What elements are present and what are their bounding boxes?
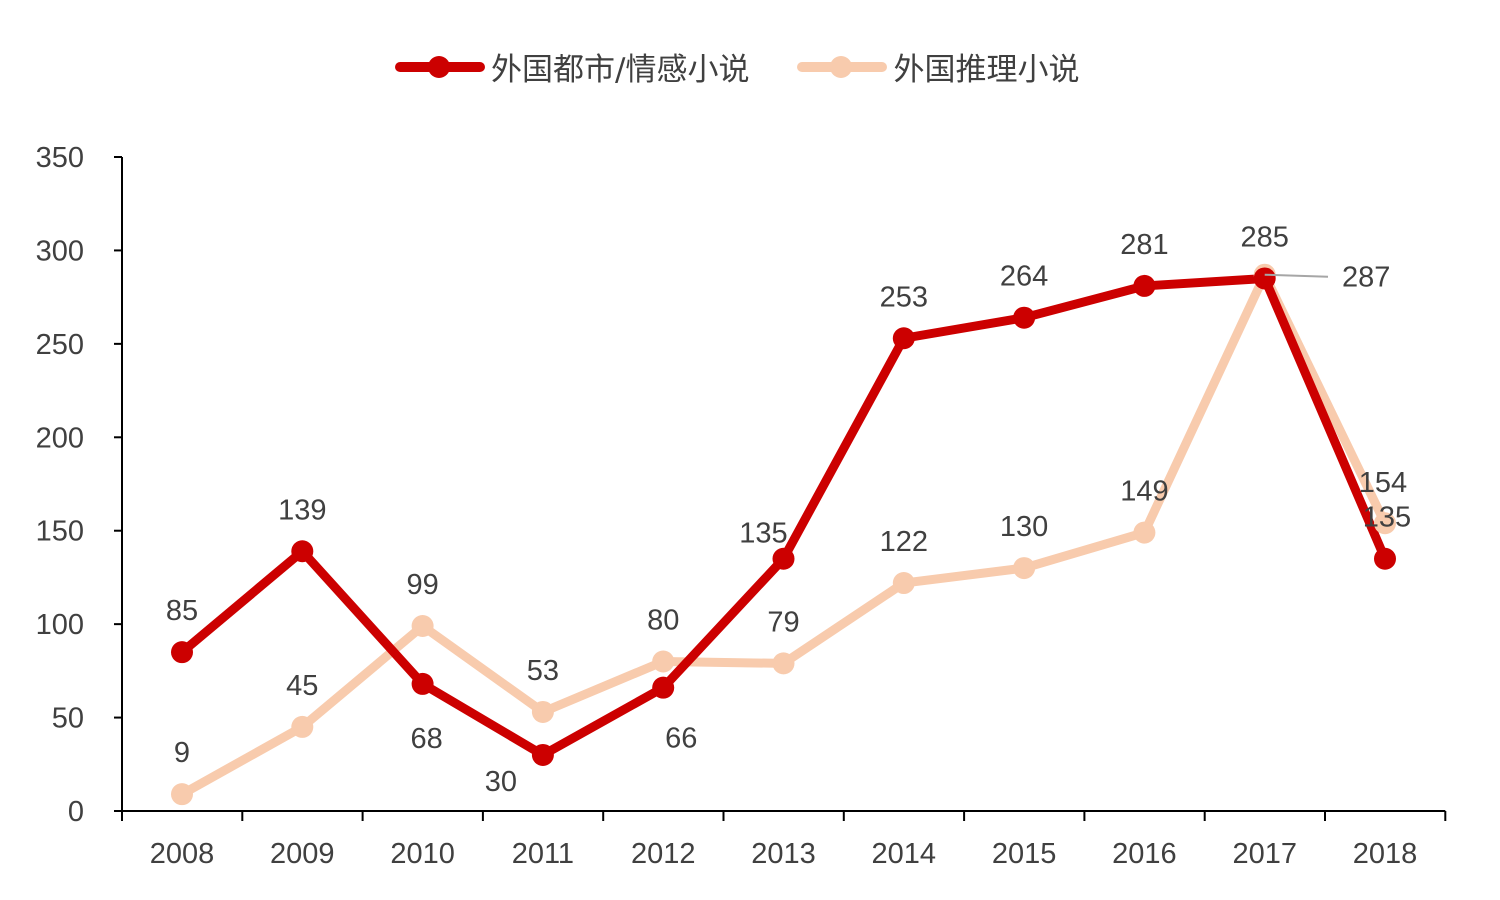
data-point-series-2 — [291, 715, 314, 738]
data-label-series-2: 122 — [880, 526, 928, 558]
y-tick-label: 50 — [52, 703, 84, 735]
x-tick-label: 2013 — [751, 838, 816, 870]
data-label-series-1: 68 — [410, 723, 442, 755]
data-label-series-1: 264 — [1000, 261, 1048, 293]
data-point-series-1 — [291, 540, 314, 563]
data-label-series-2: 45 — [286, 670, 318, 702]
legend-item-series-1: 外国都市/情感小说 — [395, 44, 749, 89]
legend-swatch-series-2 — [797, 55, 888, 78]
data-point-series-2 — [411, 615, 434, 638]
data-point-series-2 — [1133, 521, 1156, 544]
data-point-series-2 — [531, 700, 554, 723]
data-point-series-2 — [892, 572, 915, 595]
data-label-series-2: 154 — [1359, 467, 1407, 499]
legend-item-series-2: 外国推理小说 — [797, 44, 1079, 89]
data-label-series-2: 149 — [1120, 476, 1168, 508]
x-tick-label: 2012 — [631, 838, 696, 870]
data-point-series-1 — [1253, 267, 1276, 290]
y-tick-label: 350 — [36, 142, 84, 174]
data-point-series-1 — [1133, 274, 1156, 297]
data-label-series-1: 135 — [739, 518, 787, 550]
data-point-series-1 — [411, 672, 434, 695]
data-label-series-2: 130 — [1000, 511, 1048, 543]
data-point-series-2 — [652, 650, 675, 673]
data-label-leader-line — [1264, 273, 1329, 278]
data-label-series-1: 285 — [1241, 221, 1289, 253]
data-label-series-1: 135 — [1363, 502, 1411, 534]
data-point-series-2 — [1013, 557, 1036, 580]
data-point-series-1 — [1013, 306, 1036, 329]
x-tick-label: 2014 — [872, 838, 937, 870]
legend-label-series-2: 外国推理小说 — [893, 52, 1080, 88]
data-label-series-2: 79 — [767, 606, 799, 638]
x-tick-label: 2018 — [1353, 838, 1418, 870]
data-point-series-1 — [171, 641, 193, 664]
data-label-series-1: 253 — [880, 281, 928, 313]
data-label-series-2: 53 — [527, 655, 559, 687]
x-tick-label: 2009 — [270, 838, 335, 870]
data-point-series-1 — [531, 743, 554, 766]
data-point-series-2 — [772, 652, 795, 675]
data-label-series-2: 9 — [174, 737, 190, 769]
series-line-1 — [177, 273, 1390, 760]
data-label-series-1: 66 — [665, 723, 697, 755]
data-point-series-1 — [772, 547, 795, 570]
y-tick-label: 250 — [36, 329, 84, 361]
legend-swatch-series-1 — [395, 55, 485, 78]
data-label-series-2: 99 — [406, 569, 438, 601]
data-label-series-1: 139 — [278, 494, 326, 526]
y-tick-label: 100 — [36, 609, 84, 641]
y-tick-label: 300 — [36, 235, 84, 267]
data-label-series-1: 30 — [485, 766, 517, 798]
x-tick-label: 2016 — [1112, 838, 1177, 870]
y-tick-label: 0 — [68, 796, 84, 828]
data-point-series-2 — [1374, 512, 1396, 535]
x-tick-label: 2017 — [1232, 838, 1297, 870]
x-tick-label: 2011 — [512, 838, 574, 870]
x-tick-label: 2015 — [992, 838, 1057, 870]
chart-legend: 外国都市/情感小说 外国推理小说 — [395, 44, 1127, 89]
x-tick-label: 2010 — [390, 838, 455, 870]
data-point-series-2 — [171, 783, 193, 806]
data-label-series-2: 287 — [1342, 262, 1390, 294]
y-tick-label: 200 — [36, 422, 84, 454]
x-tick-label: 2008 — [150, 838, 215, 870]
data-point-series-1 — [1374, 547, 1396, 570]
data-point-series-1 — [652, 676, 675, 699]
legend-label-series-1: 外国都市/情感小说 — [491, 52, 750, 88]
data-point-series-1 — [892, 327, 915, 350]
data-label-series-1: 85 — [166, 595, 198, 627]
data-label-series-1: 281 — [1120, 229, 1168, 261]
y-tick-label: 150 — [36, 516, 84, 548]
data-label-series-2: 80 — [647, 605, 679, 637]
